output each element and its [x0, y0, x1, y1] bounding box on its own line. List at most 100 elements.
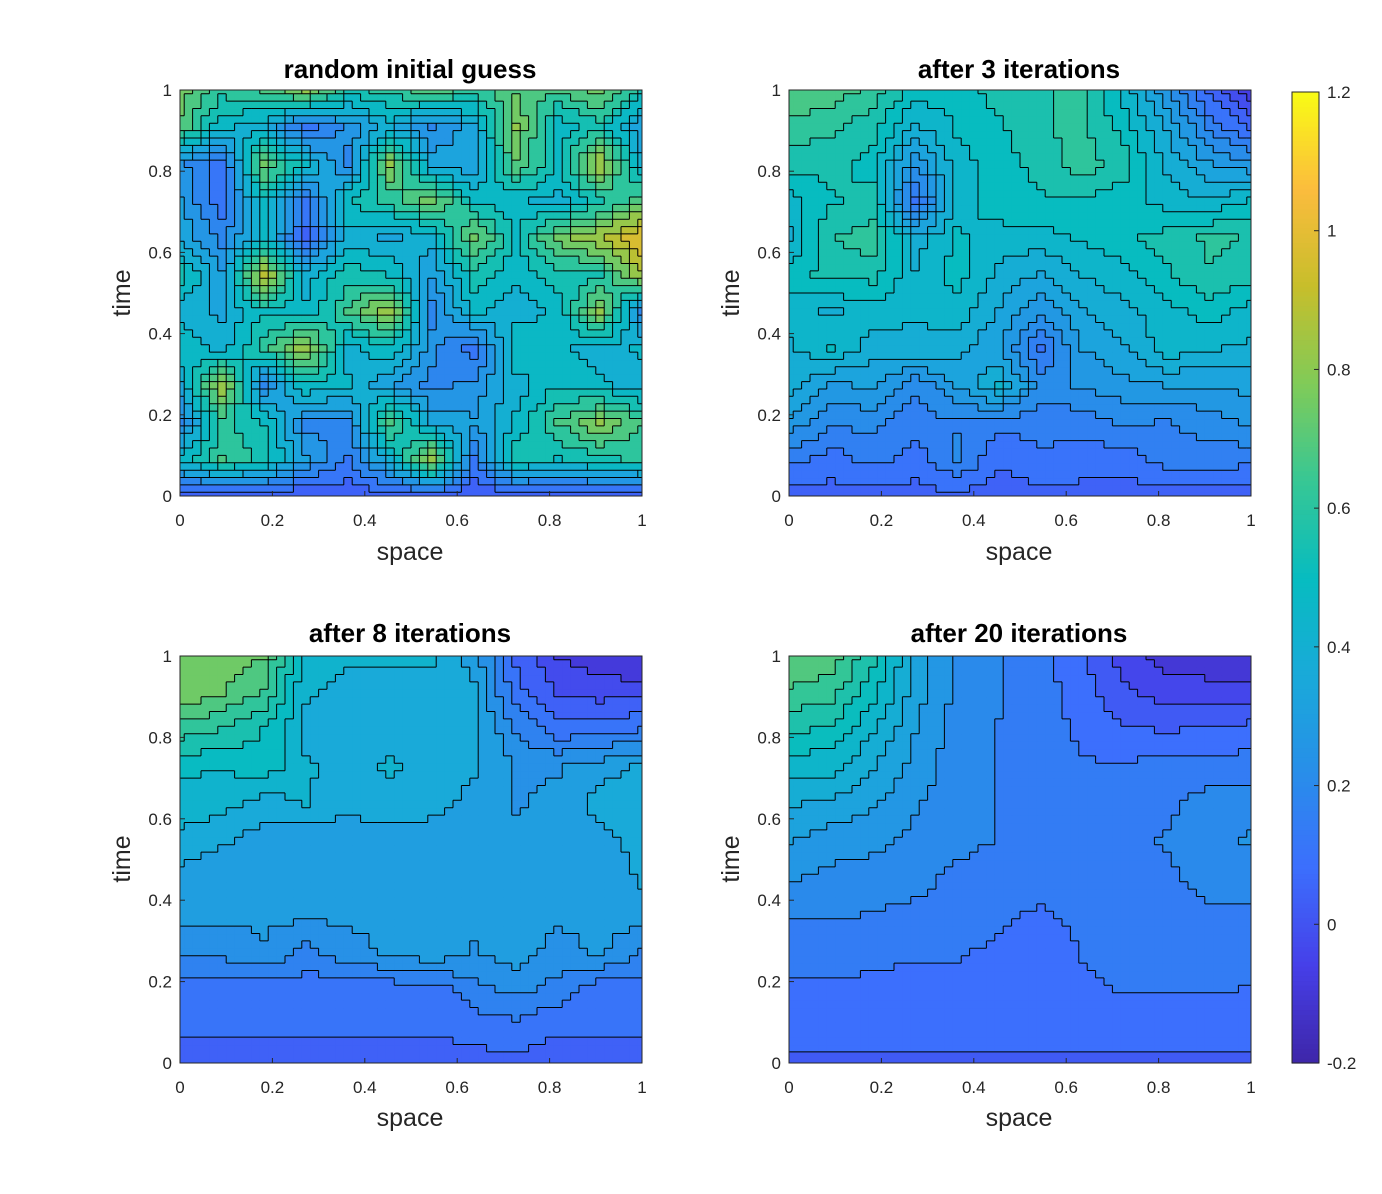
contour-cell — [209, 344, 219, 353]
contour-cell — [1238, 492, 1248, 496]
contour-cell — [495, 226, 504, 235]
contour-cell — [595, 219, 605, 228]
contour-cell — [385, 492, 395, 496]
contour-cell — [503, 300, 513, 309]
contour-cell — [251, 285, 261, 294]
contour-cell — [217, 418, 227, 427]
contour-cell — [604, 366, 614, 375]
contour-cell — [352, 204, 362, 213]
contour-cell — [843, 366, 853, 375]
contour-cell — [1221, 440, 1231, 449]
contour-cell — [852, 278, 861, 287]
contour-cell — [385, 462, 395, 471]
contour-cell — [894, 388, 903, 397]
contour-cell — [528, 477, 538, 486]
contour-cell — [310, 160, 320, 169]
contour-cell — [385, 90, 395, 95]
contour-cell — [1003, 337, 1013, 346]
contour-cell — [243, 263, 252, 272]
contour-cell — [537, 477, 546, 486]
contour-cell — [478, 263, 488, 272]
contour-cell — [1146, 337, 1155, 346]
contour-cell — [1238, 477, 1248, 486]
contour-cell — [352, 145, 362, 154]
contour-cell — [629, 418, 639, 427]
contour-cell — [293, 189, 303, 198]
contour-cell — [1070, 337, 1080, 346]
contour-cell — [1087, 388, 1097, 397]
contour-cell — [587, 359, 597, 368]
contour-cell — [587, 337, 597, 346]
contour-cell — [952, 455, 962, 464]
contour-cell — [318, 484, 328, 493]
contour-cell — [276, 204, 286, 213]
contour-cell — [629, 396, 639, 405]
contour-cell — [511, 152, 521, 161]
contour-cell — [495, 123, 504, 132]
contour-cell — [604, 270, 614, 279]
contour-cell — [180, 307, 185, 316]
contour-cell — [537, 256, 546, 265]
contour-cell — [436, 366, 446, 375]
contour-cell — [936, 322, 945, 331]
contour-cell — [927, 300, 937, 309]
contour-cell — [184, 278, 194, 287]
contour-cell — [604, 300, 614, 309]
contour-cell — [860, 359, 870, 368]
contour-cell — [1188, 418, 1197, 427]
contour-cell — [201, 322, 210, 331]
contour-cell — [986, 455, 996, 464]
contour-cell — [885, 462, 895, 471]
contour-cell — [360, 388, 370, 397]
contour-cell — [1204, 366, 1214, 375]
contour-cell — [612, 256, 622, 265]
contour-cell — [318, 366, 328, 375]
contour-cell — [562, 396, 572, 405]
contour-cell — [927, 270, 937, 279]
contour-cell — [217, 470, 227, 479]
contour-cell — [1162, 359, 1172, 368]
contour-cell — [1104, 425, 1113, 434]
contour-cell — [1003, 381, 1013, 390]
contour-cell — [352, 315, 362, 324]
contour-cell — [335, 425, 345, 434]
contour-cell — [259, 197, 269, 206]
contour-cell — [360, 396, 370, 405]
contour-cell — [604, 182, 614, 191]
contour-cell — [301, 248, 311, 257]
contour-cell — [1112, 300, 1122, 309]
contour-cell — [192, 137, 202, 146]
contour-cell — [184, 241, 194, 250]
contour-cell — [201, 352, 210, 361]
contour-cell — [461, 160, 471, 169]
contour-cell — [1171, 322, 1181, 331]
contour-cell — [579, 470, 588, 479]
contour-cell — [276, 344, 286, 353]
contour-cell — [352, 285, 362, 294]
contour-cell — [259, 182, 269, 191]
contour-cell — [621, 359, 630, 368]
contour-cell — [259, 388, 269, 397]
contour-cell — [629, 130, 639, 139]
contour-cell — [1112, 381, 1122, 390]
contour-cell — [1162, 411, 1172, 420]
contour-cell — [486, 256, 496, 265]
contour-cell — [369, 189, 378, 198]
contour-cell — [961, 433, 971, 442]
contour-cell — [251, 197, 261, 206]
contour-cell — [528, 492, 538, 496]
contour-cell — [1238, 484, 1248, 493]
contour-cell — [411, 108, 420, 117]
contour-cell — [310, 226, 320, 235]
contour-cell — [1179, 263, 1189, 272]
contour-cell — [1146, 455, 1155, 464]
contour-cell — [419, 101, 429, 110]
contour-cell — [1179, 462, 1189, 471]
contour-cell — [919, 462, 929, 471]
contour-cell — [1028, 329, 1038, 338]
contour-cell — [335, 285, 345, 294]
contour-cell — [604, 352, 614, 361]
contour-cell — [184, 197, 194, 206]
contour-cell — [637, 93, 642, 102]
contour-cell — [793, 285, 803, 294]
